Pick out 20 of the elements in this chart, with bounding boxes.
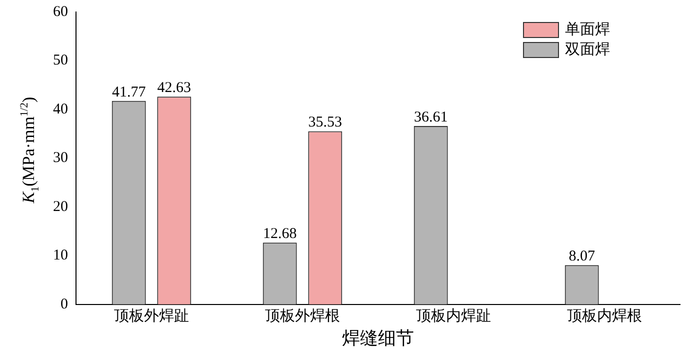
x-tick-label: 顶板内焊根 <box>567 307 642 324</box>
y-tick-label: 40 <box>53 101 68 118</box>
data-label: 36.61 <box>414 109 448 126</box>
data-label: 42.63 <box>157 80 192 96</box>
legend-label: 双面焊 <box>565 41 610 60</box>
x-tick-label: 顶板外焊趾 <box>114 307 189 324</box>
x-tick-label: 顶板内焊趾 <box>416 307 491 324</box>
y-tick-label: 0 <box>60 296 68 312</box>
data-label: 41.77 <box>112 84 146 100</box>
y-tick-label: 60 <box>53 4 68 20</box>
y-tick-label: 30 <box>53 150 68 166</box>
x-axis-title: 焊缝细节 <box>342 328 414 348</box>
data-label: 35.53 <box>308 114 342 131</box>
y-tick-label: 20 <box>53 198 68 215</box>
legend-label: 单面焊 <box>565 20 610 40</box>
y-tick-label: 50 <box>53 52 68 69</box>
x-tick-label: 顶板外焊根 <box>265 307 340 324</box>
data-label: 12.68 <box>262 226 297 242</box>
data-label: 8.07 <box>568 248 596 265</box>
y-tick-label: 10 <box>53 248 68 264</box>
